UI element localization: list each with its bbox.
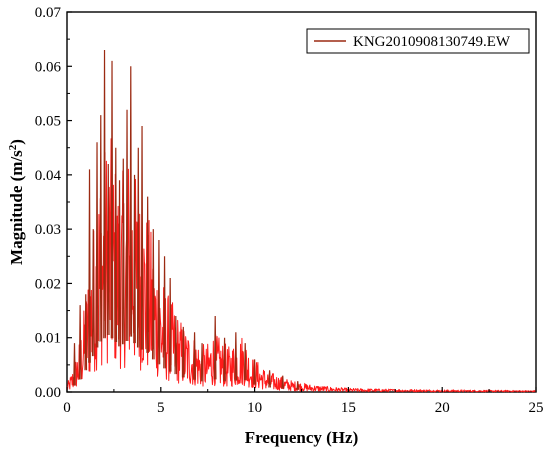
peak-spike — [110, 60, 114, 339]
peak-spike — [296, 381, 300, 390]
peak-spike — [151, 229, 155, 360]
peak-spike — [281, 375, 285, 389]
x-tick-label: 15 — [341, 400, 356, 416]
peak-spike — [78, 305, 82, 380]
peak-spike — [121, 158, 125, 345]
x-axis: 0 5 10 15 20 25 — [63, 387, 544, 416]
peak-spike — [146, 196, 150, 353]
y-tick-label: 0.06 — [35, 59, 62, 75]
peak-spike — [213, 315, 217, 380]
y-tick-label: 0.02 — [35, 276, 61, 292]
peak-spike — [268, 370, 271, 388]
x-tick-label: 0 — [63, 400, 71, 416]
peak-spike — [73, 343, 76, 386]
peak-spike — [84, 294, 88, 371]
y-tick-label: 0.05 — [35, 114, 61, 130]
x-tick-label: 10 — [247, 400, 262, 416]
y-tick-label: 0.03 — [35, 222, 61, 238]
peak-spike — [243, 343, 247, 381]
peak-spike — [140, 125, 144, 350]
x-axis-title: Frequency (Hz) — [245, 428, 358, 447]
peak-spike — [200, 343, 204, 382]
peak-spike — [223, 337, 226, 382]
peak-spike — [234, 332, 238, 381]
y-tick-label: 0.07 — [35, 5, 62, 21]
peak-spike — [118, 180, 121, 347]
legend-label: KNG2010908130749.EW — [353, 34, 511, 50]
x-tick-label: 25 — [529, 400, 544, 416]
y-axis-title: Magnitude (m/s2) — [7, 139, 26, 265]
peak-spike — [133, 174, 136, 344]
peak-spike — [157, 239, 161, 365]
peak-spike — [129, 66, 133, 337]
peak-spike — [136, 147, 140, 348]
peak-spike — [88, 169, 91, 363]
peak-spike — [253, 359, 256, 385]
y-tick-label: 0.04 — [35, 168, 62, 184]
peak-spike — [125, 109, 129, 341]
peak-spike — [181, 326, 185, 378]
y-tick-label: 0.01 — [35, 331, 61, 347]
series-peaks-group — [73, 49, 300, 390]
peak-spike — [193, 332, 196, 380]
legend: KNG2010908130749.EW — [306, 28, 530, 54]
peak-spike — [103, 49, 106, 339]
y-tick-label: 0.00 — [35, 385, 61, 401]
peak-spike — [106, 163, 110, 336]
peak-spike — [163, 256, 166, 369]
series-line — [66, 138, 537, 393]
x-tick-label: 5 — [157, 400, 165, 416]
x-tick-label: 20 — [435, 400, 450, 416]
peak-spike — [91, 229, 95, 357]
series-fill-group — [66, 138, 537, 393]
peak-spike — [99, 115, 103, 342]
peak-spike — [114, 147, 118, 343]
y-axis: 0.00 0.01 0.02 0.03 0.04 0.05 0.06 0.07 — [35, 5, 72, 401]
peak-spike — [168, 277, 172, 372]
peak-spike — [174, 315, 178, 375]
peak-spike — [95, 142, 99, 348]
